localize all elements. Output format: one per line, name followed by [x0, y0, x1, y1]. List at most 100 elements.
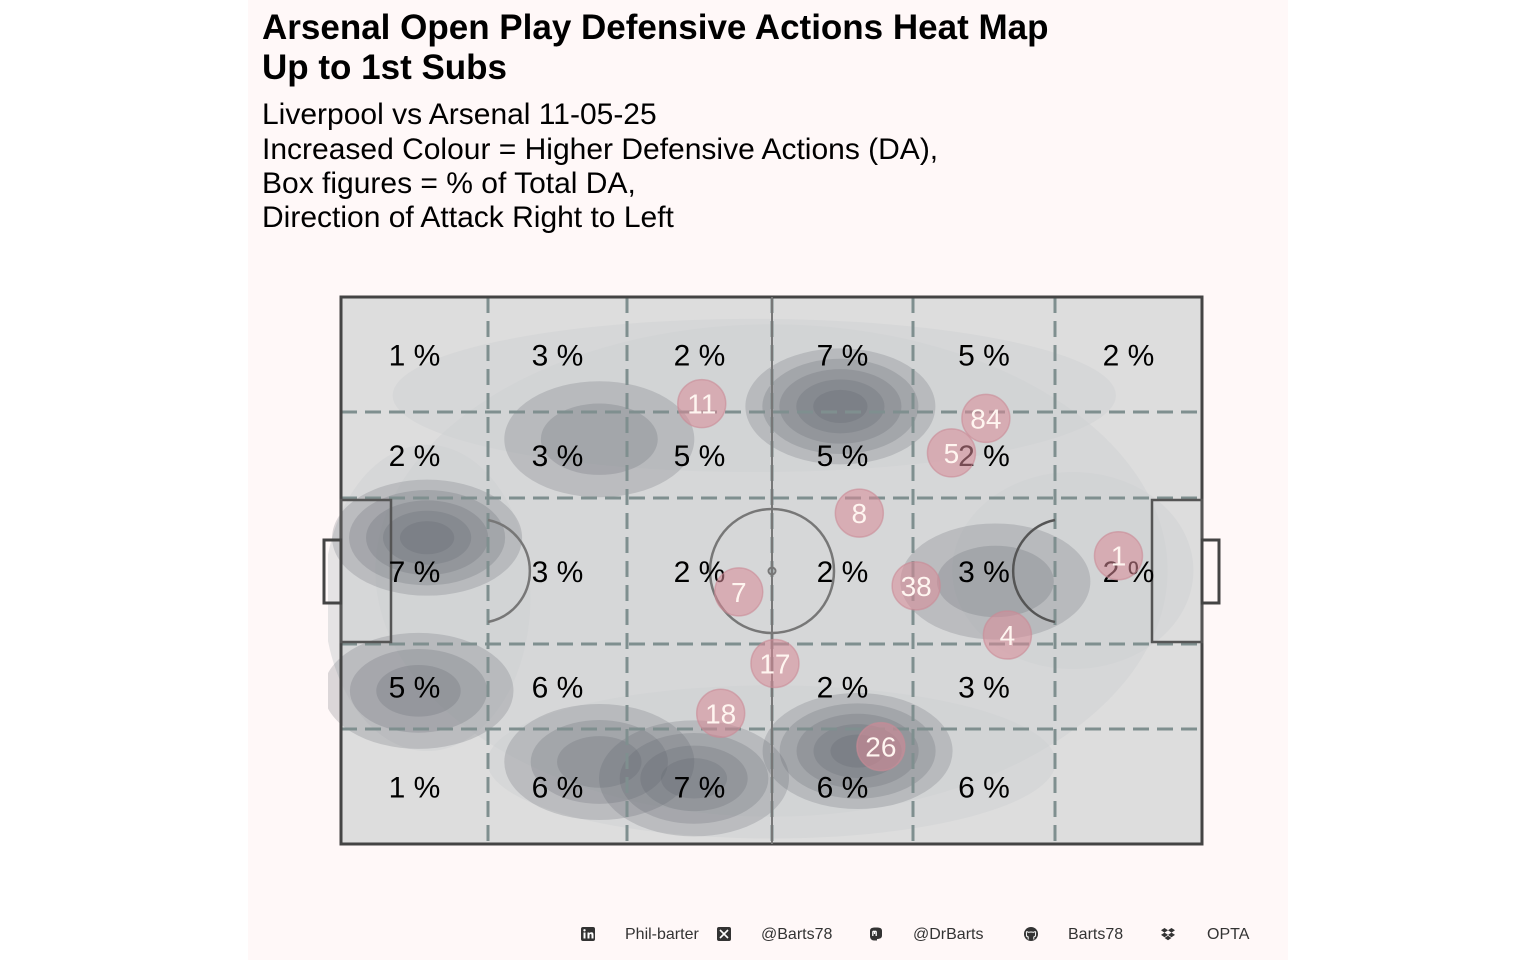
density-contour-3-2: [640, 745, 748, 812]
subtitle-colour-legend: Increased Colour = Higher Defensive Acti…: [262, 133, 939, 166]
player-marker-84: 84: [961, 393, 1011, 444]
density-contour-6-0: [504, 381, 695, 498]
zone-label-r0-c5: 2 %: [1103, 340, 1155, 373]
zone-label-r1-c1: 3 %: [532, 440, 584, 473]
density-contour-1-2: [366, 500, 489, 575]
footer-x-text: @Barts78: [761, 926, 833, 943]
chart-title: Arsenal Open Play Defensive Actions Heat…: [262, 8, 1049, 47]
player-marker-label: 17: [759, 648, 790, 679]
density-contour-5-1: [349, 648, 488, 733]
density-contour-4-0: [504, 703, 695, 820]
linkedin-icon: [581, 927, 595, 941]
zone-label-r4-c2: 7 %: [674, 772, 726, 805]
density-contour-7-0: [900, 523, 1091, 640]
density-contour-0-1: [762, 358, 919, 455]
density-contour-5-2: [376, 665, 461, 717]
player-marker-4: 4: [982, 610, 1033, 660]
footer-mastodon-text: @DrBarts: [913, 926, 984, 943]
density-contour-1-0: [332, 479, 523, 596]
player-marker-8: 8: [834, 488, 885, 538]
subtitle-attack-direction: Direction of Attack Right to Left: [262, 201, 674, 234]
density-contour-1-1: [349, 490, 506, 586]
player-marker-circle: [677, 378, 727, 429]
player-marker-label: 26: [865, 732, 896, 763]
zone-percent-labels: 1 % 3 % 2 % 7 % 5 % 2 % 2 % 3 % 5 % 5 % 2 % 7 % 3 % 2…: [389, 340, 1155, 805]
player-marker-label: 8: [852, 498, 868, 529]
dropbox-icon: [1161, 928, 1175, 941]
chart-title-line-2: Up to 1st Subs: [262, 48, 508, 87]
density-contour-3-1: [619, 732, 769, 824]
pitch-markings: [322, 295, 1221, 846]
density-contour-1-4: [399, 521, 455, 555]
zone-label-r0-c3: 7 %: [817, 340, 869, 373]
density-contour-5-0: [328, 632, 514, 749]
zone-label-r4-c1: 6 %: [532, 772, 584, 805]
zone-label-r2-c0: 7 %: [389, 556, 441, 589]
player-marker-label: 84: [970, 403, 1001, 434]
zone-label-r0-c0: 1 %: [389, 340, 441, 373]
zone-label-r3-c1: 6 %: [532, 672, 584, 705]
subtitle-box-figures: Box figures = % of Total DA,: [262, 167, 636, 200]
player-marker-label: 7: [731, 577, 747, 608]
player-marker-circle: [856, 721, 906, 772]
player-marker-circle: [961, 393, 1011, 444]
player-marker-18: 18: [695, 688, 746, 739]
x-twitter-icon: [717, 927, 731, 941]
player-marker-circle: [750, 638, 800, 689]
density-contour-3-3: [660, 758, 728, 799]
player-marker-circle: [695, 688, 746, 739]
density-contour-0-2: [779, 369, 902, 444]
player-marker-label: 11: [687, 389, 716, 420]
player-marker-26: 26: [856, 721, 906, 772]
player-marker-1: 1: [1093, 530, 1144, 581]
density-contour-0-3: [796, 379, 885, 434]
density-contour-7-1: [936, 545, 1054, 618]
mastodon-icon: [870, 927, 882, 941]
player-marker-38: 38: [891, 561, 941, 611]
player-marker-circle: [926, 428, 977, 478]
zone-label-r2-c3: 2 %: [817, 556, 869, 589]
density-contour-4-2: [557, 736, 642, 788]
zone-label-r3-c3: 2 %: [817, 672, 869, 705]
player-marker-circle: [891, 561, 941, 611]
player-marker-7: 7: [714, 567, 764, 617]
player-marker-circle: [834, 488, 885, 538]
footer-linkedin-text: Phil-barter: [625, 926, 699, 943]
density-base-2: [328, 444, 531, 752]
density-contour-6-1: [540, 403, 658, 475]
zone-label-r0-c2: 2 %: [674, 340, 726, 373]
footer-source-text: OPTA: [1207, 926, 1250, 943]
zone-label-r4-c4: 6 %: [958, 772, 1010, 805]
player-marker-label: 5: [944, 438, 960, 469]
density-contour-4-1: [530, 720, 668, 804]
player-marker-circle: [714, 567, 764, 617]
subtitle-match: Liverpool vs Arsenal 11-05-25: [262, 98, 657, 131]
zone-label-r0-c4: 5 %: [958, 340, 1010, 373]
zone-label-r1-c3: 5 %: [817, 440, 869, 473]
zone-label-r3-c4: 3 %: [958, 672, 1010, 705]
player-marker-17: 17: [750, 638, 800, 689]
zone-label-r2-c4: 3 %: [958, 556, 1010, 589]
player-marker-circle: [1093, 530, 1144, 581]
density-contour-0-0: [745, 348, 936, 465]
density-contour-1-3: [382, 510, 472, 565]
zone-label-r1-c0: 2 %: [389, 440, 441, 473]
footer-credits: Phil-barter @Barts78 @DrBarts Barts78 OP…: [0, 924, 1536, 948]
player-marker-label: 38: [901, 571, 932, 602]
zone-label-r4-c0: 1 %: [389, 772, 441, 805]
zone-label-r2-c1: 3 %: [532, 556, 584, 589]
player-marker-11: 11: [677, 378, 727, 429]
density-contour-0-4: [813, 389, 868, 423]
player-marker-5: 5: [926, 428, 977, 478]
player-marker-label: 18: [705, 698, 736, 729]
zone-label-r4-c3: 6 %: [817, 772, 869, 805]
zone-label-r3-c0: 5 %: [389, 672, 441, 705]
player-marker-label: 4: [1000, 620, 1016, 651]
footer-github-text: Barts78: [1068, 926, 1124, 943]
github-icon: [1024, 927, 1038, 941]
player-marker-label: 1: [1111, 541, 1127, 572]
zone-label-r1-c2: 5 %: [674, 440, 726, 473]
zone-label-r0-c1: 3 %: [532, 340, 584, 373]
